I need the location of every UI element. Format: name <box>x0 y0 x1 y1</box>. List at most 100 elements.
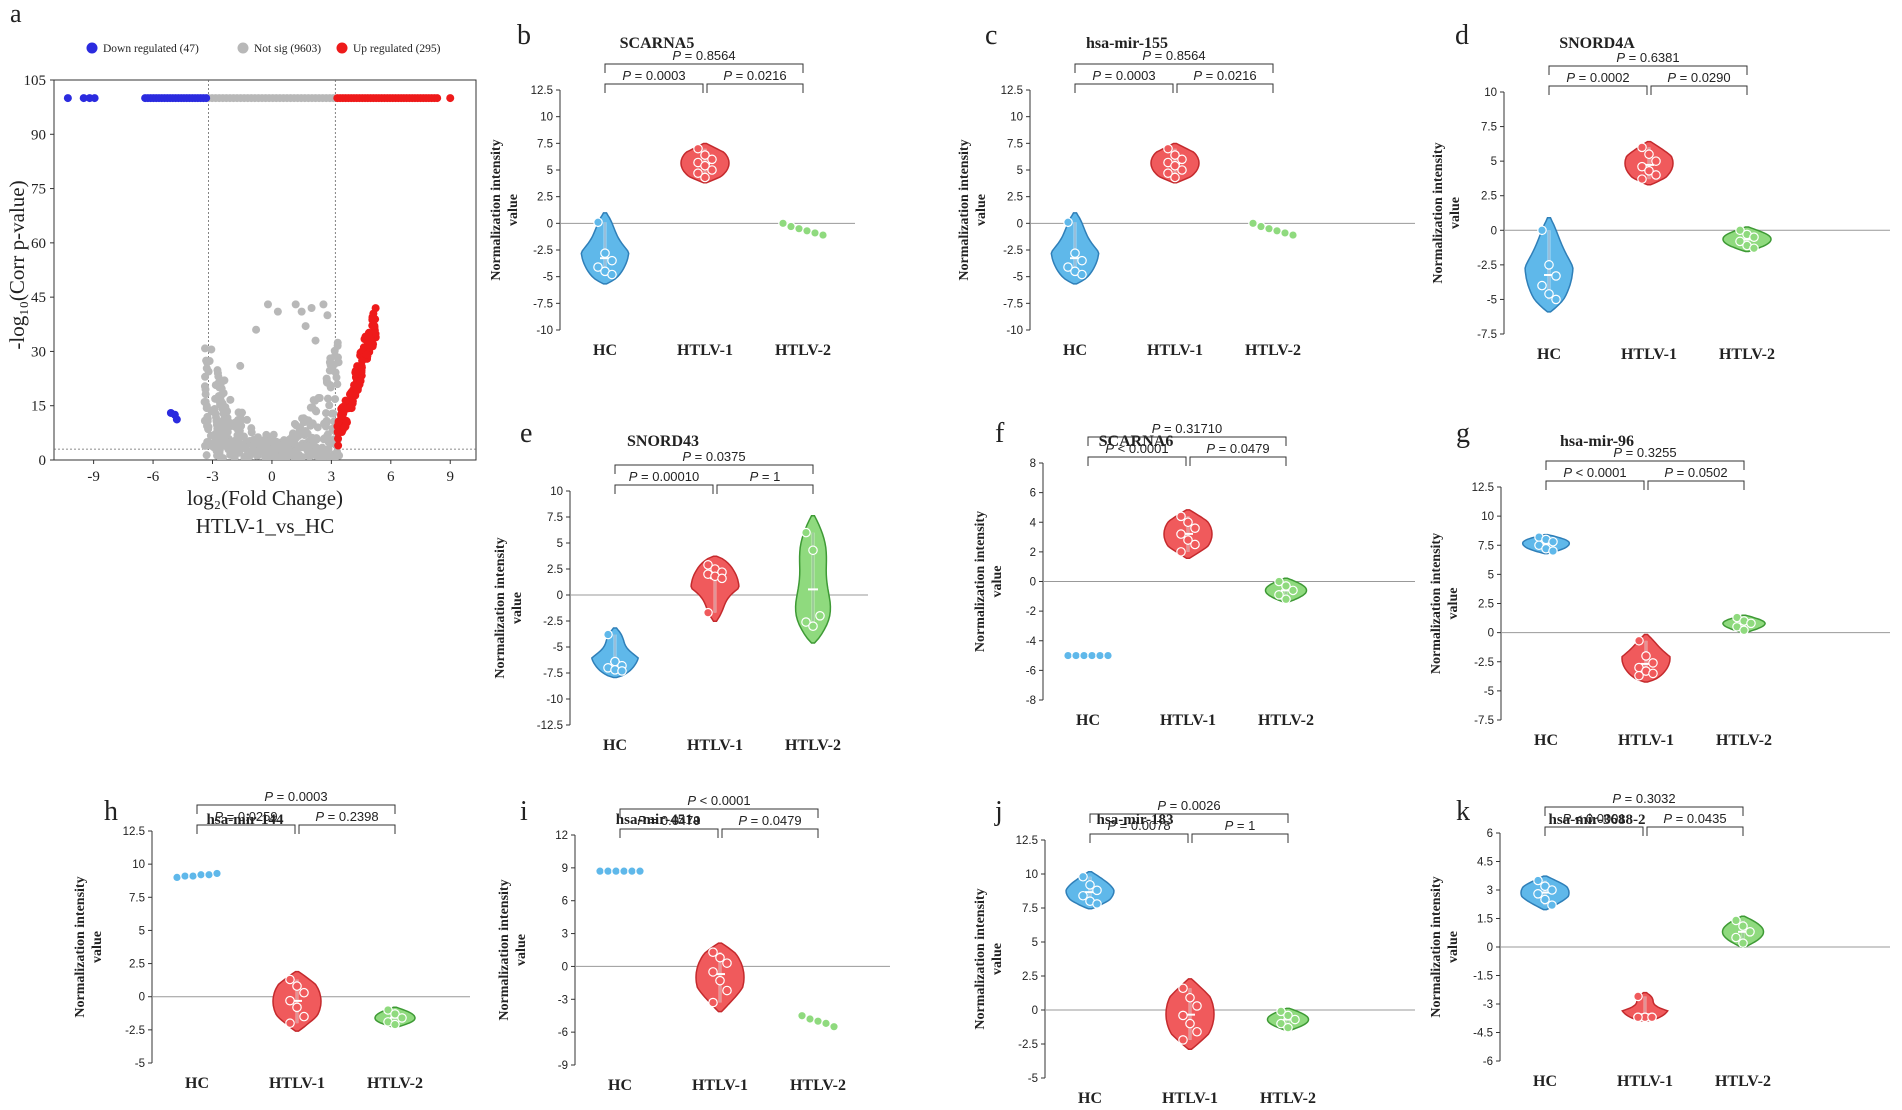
volcano-point-notsig <box>322 447 331 456</box>
p-value: = 0.0216 <box>1202 68 1257 83</box>
data-point-htlv-2 <box>802 226 812 236</box>
y-tick-label: 8 <box>1030 458 1036 470</box>
y-tick-label: 9 <box>562 863 568 875</box>
comparison-bracket-hc-htlv1-label: P = 0.0479 <box>637 813 700 828</box>
comparison-bracket-htlv1-htlv2-label: P = 0.0216 <box>1193 68 1256 83</box>
data-point-htlv-2 <box>794 223 804 234</box>
x-category-label: HTLV-2 <box>1258 712 1314 729</box>
volcano-point-notsig <box>328 409 337 418</box>
volcano-point-notsig <box>273 307 282 316</box>
data-point-htlv-1 <box>1634 635 1644 646</box>
p-symbol: P <box>687 793 696 808</box>
data-point-hc <box>196 869 206 880</box>
comparison-bracket-hc-htlv2-label: P = 0.3032 <box>1612 791 1675 806</box>
y-tick-label: -2.5 <box>1003 245 1023 257</box>
data-point-htlv-2 <box>390 1019 400 1030</box>
comparison-bracket-hc-htlv1 <box>1089 833 1189 843</box>
data-point-htlv-2 <box>1283 1022 1293 1033</box>
data-point-hc <box>1092 899 1102 909</box>
y-tick-label: 60 <box>31 236 46 252</box>
comparison-bracket-hc-htlv2 <box>196 804 396 814</box>
x-category-label: HC <box>1063 342 1087 359</box>
volcano-point-notsig <box>201 390 210 399</box>
data-point-htlv-1 <box>717 573 727 584</box>
p-symbol: P <box>1157 798 1166 813</box>
data-point-htlv-1 <box>1176 547 1186 557</box>
volcano-point-notsig <box>242 452 251 460</box>
y-tick-label: -5 <box>135 1058 145 1070</box>
data-point-htlv-2 <box>1746 618 1756 629</box>
comparison-bracket-hc-htlv2 <box>614 464 814 474</box>
data-point-htlv-1 <box>1176 511 1186 522</box>
y-tick-label: 10 <box>132 859 145 871</box>
y-tick-label: 5 <box>1488 569 1494 581</box>
chart-title: hsa-mir-451a <box>616 812 701 828</box>
x-category-label: HC <box>1078 1090 1102 1105</box>
data-point-hc <box>635 866 645 876</box>
y-tick-label: 75 <box>31 182 46 198</box>
p-symbol: P <box>1563 465 1572 480</box>
data-point-hc <box>1063 262 1073 272</box>
data-point-htlv-2 <box>1283 1010 1293 1021</box>
p-symbol: P <box>264 789 273 804</box>
y-axis-label-line1: Normalization intensity <box>957 139 972 280</box>
p-value: < 0.0001 <box>1572 465 1627 480</box>
x-category-label: HTLV-2 <box>367 1075 423 1092</box>
volcano-point-notsig <box>226 395 235 404</box>
data-point-hc <box>1078 890 1088 901</box>
x-category-label: HTLV-1 <box>1621 346 1677 363</box>
comparison-bracket-htlv1-htlv2-label: P = 0.0502 <box>1664 465 1727 480</box>
volcano-point-notsig <box>249 435 258 444</box>
p-symbol: P <box>1193 68 1202 83</box>
x-category-label: HC <box>185 1075 209 1092</box>
data-point-hc <box>1537 280 1547 291</box>
y-tick-label: 0 <box>1491 225 1497 237</box>
data-point-htlv-2 <box>1749 243 1759 254</box>
data-point-hc <box>1063 217 1073 228</box>
y-tick-label: -10 <box>1006 325 1023 337</box>
panel-letter: f <box>995 418 1005 449</box>
comparison-bracket-hc-htlv1 <box>1545 480 1645 490</box>
y-tick-label: 4 <box>1030 517 1037 529</box>
y-axis-label-line2: value <box>990 943 1005 975</box>
data-point-htlv-2 <box>808 621 818 631</box>
y-tick-label: 45 <box>31 290 46 306</box>
x-category-label: HTLV-1 <box>1147 342 1203 359</box>
data-point-htlv-2 <box>1264 223 1274 234</box>
legend-label: Up regulated (295) <box>353 43 441 55</box>
data-point-htlv-1 <box>722 958 732 968</box>
p-symbol: P <box>682 449 691 464</box>
y-tick-label: 7.5 <box>1481 122 1497 134</box>
p-value: < 0.0001 <box>1571 811 1626 826</box>
comparison-bracket-hc-htlv2 <box>1545 460 1745 470</box>
y-tick-label: 2.5 <box>1022 971 1038 983</box>
volcano-points <box>63 94 455 460</box>
data-point-htlv-2 <box>797 1010 807 1021</box>
volcano-point-up <box>357 362 366 371</box>
data-point-htlv-2 <box>1739 625 1749 636</box>
y-tick-label: -3 <box>1483 999 1493 1011</box>
y-tick-label: -2.5 <box>125 1025 145 1037</box>
comparison-bracket-hc-htlv2-label: P = 0.31710 <box>1152 421 1222 436</box>
comparison-bracket-hc-htlv2 <box>619 808 819 818</box>
comparison-bracket-htlv1-htlv2-label: P = 0.0290 <box>1667 70 1730 85</box>
y-tick-label: 12.5 <box>1001 85 1023 97</box>
panel-letter: i <box>520 796 528 827</box>
data-point-htlv-2 <box>1272 226 1282 236</box>
y-tick-label: -5 <box>1487 294 1497 306</box>
volcano-point-notsig <box>207 345 216 354</box>
y-tick-label: -7.5 <box>1003 298 1023 310</box>
data-point-hc <box>1085 880 1095 890</box>
x-category-label: HTLV-1 <box>692 1077 748 1094</box>
volcano-point-notsig <box>221 428 230 437</box>
y-axis-label-line2: value <box>510 592 525 624</box>
panel-i: i hsa-mir-451a -9 -6 -3 0 3 6 9 12 Normalization i… <box>497 793 890 1094</box>
data-point-htlv-1 <box>1183 535 1193 545</box>
data-point-hc <box>593 262 603 272</box>
volcano-point-notsig <box>263 300 272 309</box>
panel-k: k hsa-mir-3688-2 -6 -4.5 -3 -1.5 0 1.5 3 4.5 6 Norm… <box>1429 791 1890 1090</box>
comparison-bracket-htlv1-htlv2 <box>1191 833 1289 843</box>
p-symbol: P <box>1142 48 1151 63</box>
y-axis-label-line2: value <box>1446 588 1461 620</box>
y-tick-label: 10 <box>1484 87 1497 99</box>
